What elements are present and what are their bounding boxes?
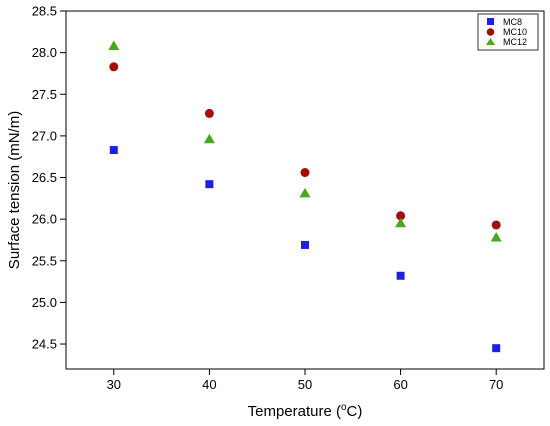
point-mc12 xyxy=(203,133,215,144)
y-tick-label: 28.0 xyxy=(32,45,57,60)
legend-marker-mc12 xyxy=(486,38,495,45)
point-mc12 xyxy=(108,40,120,50)
y-tick-label: 24.5 xyxy=(32,337,57,352)
x-tick-label: 40 xyxy=(202,377,216,392)
point-mc10 xyxy=(109,62,119,72)
point-mc10 xyxy=(491,220,501,230)
x-axis-title: Temperature (oC) xyxy=(248,402,363,420)
y-tick-label: 26.0 xyxy=(32,212,57,227)
legend-marker-mc8 xyxy=(487,18,494,25)
data-points xyxy=(108,40,502,353)
point-mc8 xyxy=(492,344,501,353)
point-mc8 xyxy=(396,271,405,280)
y-tick-label: 25.5 xyxy=(32,253,57,268)
point-mc8 xyxy=(205,180,214,189)
point-mc12 xyxy=(490,231,502,242)
legend-label-mc10: MC10 xyxy=(503,27,527,37)
x-tick-label: 30 xyxy=(107,377,121,392)
point-mc12 xyxy=(395,217,407,228)
x-axis: 30 40 50 60 70 xyxy=(107,369,503,392)
y-axis-title: Surface tension (mN/m) xyxy=(6,111,23,269)
point-mc10 xyxy=(204,108,214,118)
y-tick-label: 27.0 xyxy=(32,128,57,143)
x-axis-title-main: Temperature ( xyxy=(248,403,341,420)
point-mc8 xyxy=(301,240,309,249)
x-tick-label: 50 xyxy=(298,377,312,392)
legend-label-mc12: MC12 xyxy=(503,37,527,47)
y-tick-label: 25.0 xyxy=(32,295,57,310)
point-mc8 xyxy=(109,146,118,155)
y-tick-label: 27.5 xyxy=(32,87,57,102)
legend-label-mc8: MC8 xyxy=(503,17,522,27)
legend-marker-mc10 xyxy=(486,28,495,36)
y-axis: 24.5 25.0 25.5 26.0 26.5 27.0 27.5 28.0 28.5 xyxy=(32,4,66,352)
legend: MC8 MC10 MC12 xyxy=(477,13,539,51)
point-mc12 xyxy=(299,187,311,198)
x-axis-title-end: C) xyxy=(347,403,363,420)
y-tick-label: 28.5 xyxy=(32,4,57,19)
y-tick-label: 26.5 xyxy=(32,170,57,185)
x-axis-title-superscript: o xyxy=(341,402,347,413)
x-tick-label: 70 xyxy=(489,377,503,392)
point-mc10 xyxy=(300,168,310,178)
point-mc10 xyxy=(396,211,406,221)
x-tick-label: 60 xyxy=(393,377,407,392)
